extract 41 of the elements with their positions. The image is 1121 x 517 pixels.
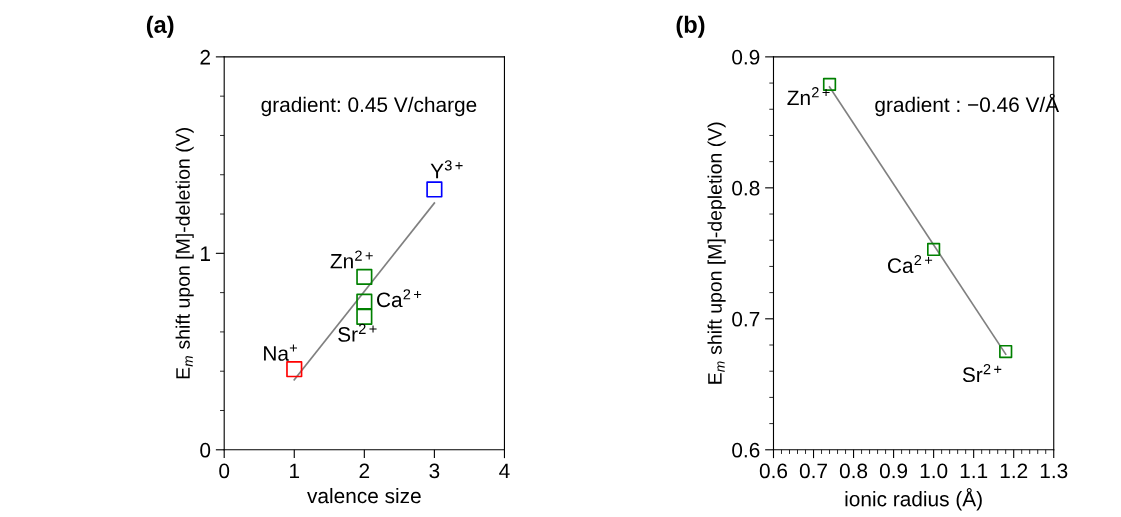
annotation: Y$^{3+}$ [430, 160, 463, 179]
y-tick-label: 1 [201, 246, 210, 261]
annotation: Zn$^{2+}$ [330, 250, 373, 269]
point [926, 242, 941, 257]
y-tick-label: 0.9 [732, 49, 760, 65]
point [356, 268, 373, 286]
chart-title: (b) [676, 15, 705, 38]
point [999, 344, 1013, 359]
x-tick-label: 1.2 [1000, 463, 1028, 479]
y-tick-label: 0.6 [732, 442, 760, 458]
point [426, 181, 443, 198]
x-tick-label: 1 [290, 463, 300, 479]
y-axis-title: E$_{m}$ shift upon [M]-deletion (V) [175, 128, 194, 379]
x-tick-label: 1.3 [1040, 463, 1068, 479]
point [356, 293, 373, 310]
y-tick-label: 0.8 [732, 180, 760, 196]
y-tick-label: 0 [200, 442, 211, 458]
annotation: Sr$^{2+}$ [338, 323, 377, 342]
x-tick-label: 0.9 [879, 463, 908, 479]
x-tick-label: 1.0 [920, 463, 948, 479]
x-axis-title: ionic radius (Å) [845, 487, 982, 511]
y-tick-label: 2 [200, 49, 210, 65]
y-tick-label: 0.7 [732, 311, 760, 327]
x-tick-label: 3 [429, 463, 440, 479]
x-tick-label: 0.6 [759, 463, 788, 479]
x-tick-label: 2 [359, 463, 370, 479]
annotation: Sr$^{2+}$ [962, 364, 1002, 383]
x-tick-label: 0 [219, 463, 230, 479]
y-axis-title: E$_{m}$ shift upon [M]-depletion (V) [707, 122, 726, 384]
annotation: Zn$^{2+}$ [787, 87, 830, 106]
point [286, 361, 303, 378]
x-tick-label: 0.8 [839, 463, 868, 479]
x-tick-label: 0.7 [799, 463, 827, 479]
chart-title: (a) [146, 15, 174, 38]
annotation: gradient: 0.45 V/charge [261, 96, 477, 117]
annotation: Na$^{+}$ [264, 344, 297, 361]
annotation: Ca$^{2+}$ [887, 254, 933, 274]
x-tick-label: 1.1 [960, 463, 988, 479]
x-tick-label: 4 [499, 463, 510, 479]
x-axis-title: valence size [307, 487, 421, 504]
annotation: Ca$^{2+}$ [377, 289, 422, 308]
